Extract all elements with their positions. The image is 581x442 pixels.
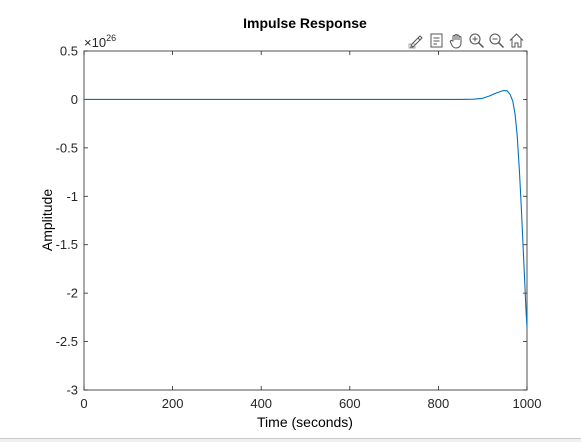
y-axis-label: Amplitude xyxy=(39,189,55,251)
axes-toolbar xyxy=(407,30,526,50)
zoom-out-icon xyxy=(488,32,505,49)
x-tick-label: 200 xyxy=(162,396,184,411)
y-tick-label: -2 xyxy=(66,286,78,301)
y-tick-label: -3 xyxy=(66,383,78,398)
y-axis-exponent: ×1026 xyxy=(84,33,116,50)
brush-edit-icon xyxy=(408,32,425,49)
pan-button[interactable] xyxy=(447,31,466,50)
data-tips-icon xyxy=(428,32,445,49)
window-bottom-edge xyxy=(0,438,581,442)
zoom-in-icon xyxy=(468,32,485,49)
y-tick-label: -1 xyxy=(66,189,78,204)
data-tips-button[interactable] xyxy=(427,31,446,50)
chart-title: Impulse Response xyxy=(243,15,367,31)
y-tick-label: -0.5 xyxy=(56,140,78,155)
y-tick-label: 0 xyxy=(71,92,78,107)
home-restore-icon xyxy=(508,32,525,49)
plot-area[interactable] xyxy=(84,51,527,390)
brush-edit-button[interactable] xyxy=(407,31,426,50)
x-tick-label: 800 xyxy=(428,396,450,411)
home-restore-button[interactable] xyxy=(507,31,526,50)
y-tick-label: 0.5 xyxy=(60,44,78,59)
y-tick-label: -1.5 xyxy=(56,237,78,252)
x-tick-label: 0 xyxy=(80,396,87,411)
zoom-in-button[interactable] xyxy=(467,31,486,50)
x-axis-label: Time (seconds) xyxy=(257,414,353,430)
x-tick-label: 600 xyxy=(339,396,361,411)
zoom-out-button[interactable] xyxy=(487,31,506,50)
y-tick-label: -2.5 xyxy=(56,334,78,349)
x-tick-label: 1000 xyxy=(513,396,542,411)
x-tick-label: 400 xyxy=(250,396,272,411)
pan-hand-icon xyxy=(448,32,465,49)
